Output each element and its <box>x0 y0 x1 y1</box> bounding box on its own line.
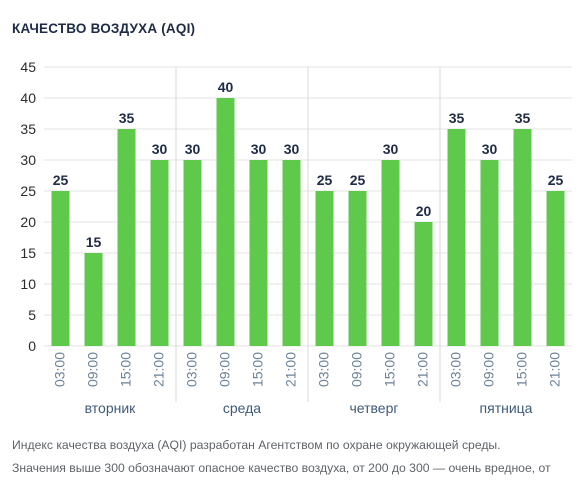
bar <box>216 98 235 346</box>
data-label: 25 <box>317 172 333 188</box>
x-tick-label: 03:00 <box>448 352 464 387</box>
data-label: 30 <box>152 141 168 157</box>
x-tick-label: 21:00 <box>283 352 299 387</box>
data-label: 30 <box>251 141 267 157</box>
chart-title: КАЧЕСТВО ВОЗДУХА (AQI) <box>12 21 196 36</box>
x-tick-label: 09:00 <box>349 352 365 387</box>
x-tick-label: 15:00 <box>118 352 134 387</box>
bar <box>546 191 565 346</box>
data-label: 35 <box>449 110 465 126</box>
bar <box>414 222 433 346</box>
x-tick-label: 15:00 <box>250 352 266 387</box>
day-label: четверг <box>350 400 399 416</box>
data-label: 20 <box>416 203 432 219</box>
x-tick-label: 15:00 <box>382 352 398 387</box>
chart-footnote: Индекс качества воздуха (AQI) разработан… <box>12 434 584 480</box>
day-label: пятница <box>480 400 533 416</box>
y-tick-label: 25 <box>20 183 36 199</box>
day-label: среда <box>223 400 261 416</box>
bar <box>480 160 499 346</box>
x-tick-label: 03:00 <box>316 352 332 387</box>
data-label: 40 <box>218 79 234 95</box>
aqi-bar-chart: 0 5 10 15 20 25 30 35 40 45 25 03:00 15 09:00 35 15:00 3… <box>20 59 572 416</box>
data-label: 25 <box>350 172 366 188</box>
data-label: 25 <box>53 172 69 188</box>
data-label: 30 <box>383 141 399 157</box>
x-tick-label: 21:00 <box>151 352 167 387</box>
footnote-line-1: Индекс качества воздуха (AQI) разработан… <box>12 438 501 452</box>
bar <box>447 129 466 346</box>
bar <box>315 191 334 346</box>
x-tick-label: 03:00 <box>52 352 68 387</box>
data-label: 30 <box>185 141 201 157</box>
bar <box>249 160 268 346</box>
bar <box>348 191 367 346</box>
data-label: 35 <box>515 110 531 126</box>
bar <box>381 160 400 346</box>
x-tick-label: 21:00 <box>415 352 431 387</box>
y-tick-label: 20 <box>20 214 36 230</box>
x-tick-label: 03:00 <box>184 352 200 387</box>
x-tick-label: 15:00 <box>514 352 530 387</box>
x-tick-label: 09:00 <box>217 352 233 387</box>
data-label: 30 <box>482 141 498 157</box>
y-tick-label: 0 <box>28 338 36 354</box>
bar <box>117 129 136 346</box>
bar <box>183 160 202 346</box>
data-label: 30 <box>284 141 300 157</box>
x-tick-label: 09:00 <box>481 352 497 387</box>
y-tick-label: 40 <box>20 90 36 106</box>
data-label: 25 <box>548 172 564 188</box>
y-tick-label: 15 <box>20 245 36 261</box>
y-tick-label: 10 <box>20 276 36 292</box>
x-tick-label: 09:00 <box>85 352 101 387</box>
data-label: 15 <box>86 234 102 250</box>
y-tick-label: 5 <box>28 307 36 323</box>
day-label: вторник <box>85 400 137 416</box>
bar <box>51 191 70 346</box>
bar <box>84 253 103 346</box>
bar <box>282 160 301 346</box>
bar <box>150 160 169 346</box>
data-label: 35 <box>119 110 135 126</box>
x-tick-label: 21:00 <box>547 352 563 387</box>
y-tick-label: 30 <box>20 152 36 168</box>
y-tick-label: 45 <box>20 59 36 75</box>
y-tick-label: 35 <box>20 121 36 137</box>
footnote-line-2: Значения выше 300 обозначают опасное кач… <box>12 461 551 475</box>
bar <box>513 129 532 346</box>
